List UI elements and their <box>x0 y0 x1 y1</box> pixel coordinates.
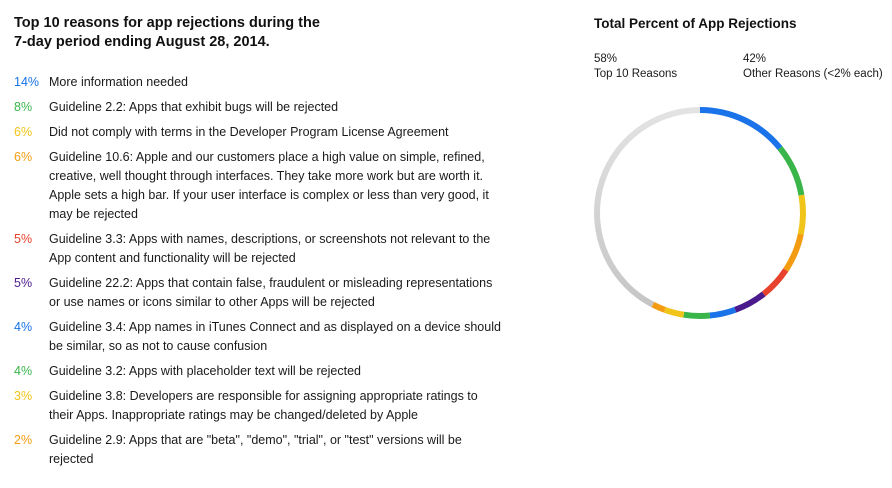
reason-text-line: Did not comply with terms in the Develop… <box>49 125 449 139</box>
reason-text: More information needed <box>49 73 534 92</box>
donut-slice <box>797 194 806 235</box>
legend-value: 42% <box>743 53 767 65</box>
reason-percent: 2% <box>14 433 33 447</box>
reason-percent: 14% <box>14 75 40 89</box>
donut-slice <box>663 306 685 318</box>
reason-item: 3% Guideline 3.8: Developers are responsi… <box>14 387 534 425</box>
reason-item: 8% Guideline 2.2: Apps that exhibit bugs … <box>14 98 534 117</box>
chart-title: Total Percent of App Rejections <box>594 16 797 31</box>
reason-percent: 4% <box>14 364 33 378</box>
reason-item: 2% Guideline 2.9: Apps that are "beta", "… <box>14 431 534 469</box>
donut-slice <box>761 268 789 297</box>
reason-text-line: App content and functionality will be re… <box>49 251 296 265</box>
reason-text: Guideline 2.9: Apps that are "beta", "de… <box>49 431 534 469</box>
reasons-title: Top 10 reasons for app rejections during… <box>14 14 534 52</box>
reason-text: Guideline 3.4: App names in iTunes Conne… <box>49 318 534 356</box>
reason-text-line: rejected <box>49 452 94 466</box>
chart-legend: 58% Top 10 Reasons 42% Other Reasons (<2… <box>594 52 892 88</box>
reason-text-line: be similar, so as not to cause confusion <box>49 339 268 353</box>
legend-value: 58% <box>594 53 618 65</box>
reasons-list: 14% More information needed 8% Guideline 2.… <box>14 73 534 469</box>
reason-text-line: creative, well thought through interface… <box>49 169 484 183</box>
donut-slice <box>683 311 711 319</box>
reasons-title-line-2: 7-day period ending August 28, 2014. <box>14 34 270 50</box>
reason-percent: 6% <box>14 125 33 139</box>
reason-percent: 4% <box>14 320 33 334</box>
donut-slice <box>734 291 766 313</box>
reason-text-line: Guideline 3.3: Apps with names, descript… <box>49 232 491 246</box>
reason-text-line: Apple sets a high bar. If your user inte… <box>49 188 489 202</box>
reason-text-line: Guideline 22.2: Apps that contain false,… <box>49 276 493 290</box>
legend-label: Other Reasons (<2% each) <box>743 68 883 80</box>
legend-entry-top-10: 58% Top 10 Reasons <box>594 52 677 82</box>
legend-label: Top 10 Reasons <box>594 68 678 80</box>
reason-text: Guideline 22.2: Apps that contain false,… <box>49 274 534 312</box>
reason-item: 6% Guideline 10.6: Apple and our customer… <box>14 148 534 224</box>
donut-slice <box>777 146 805 196</box>
reason-text: Guideline 10.6: Apple and our customers … <box>49 148 534 224</box>
reason-text-line: Guideline 2.9: Apps that are "beta", "de… <box>49 433 462 447</box>
reason-item: 4% Guideline 3.2: Apps with placeholder t… <box>14 362 534 381</box>
reason-text-line: Guideline 3.4: App names in iTunes Conne… <box>49 320 501 334</box>
donut-slice <box>651 301 666 313</box>
donut-slice <box>709 306 737 319</box>
donut-slice <box>594 107 701 308</box>
rejection-reasons-panel: Top 10 reasons for app rejections during… <box>14 14 534 475</box>
reason-text-line: or use names or icons similar to other A… <box>49 295 375 309</box>
reason-percent: 5% <box>14 276 33 290</box>
reason-text-line: Guideline 2.2: Apps that exhibit bugs wi… <box>49 100 339 114</box>
legend-entry-other: 42% Other Reasons (<2% each) <box>743 52 883 82</box>
reason-item: 4% Guideline 3.4: App names in iTunes Con… <box>14 318 534 356</box>
reason-item: 5% Guideline 3.3: Apps with names, descri… <box>14 230 534 268</box>
reason-text: Guideline 3.3: Apps with names, descript… <box>49 230 534 268</box>
reason-text-line: may be rejected <box>49 207 138 221</box>
reason-text: Guideline 3.8: Developers are responsibl… <box>49 387 534 425</box>
reason-text: Did not comply with terms in the Develop… <box>49 123 534 142</box>
donut-chart <box>594 107 806 319</box>
donut-slice <box>699 107 783 150</box>
reason-percent: 3% <box>14 389 33 403</box>
reason-text: Guideline 2.2: Apps that exhibit bugs wi… <box>49 98 534 117</box>
reason-text-line: Guideline 3.8: Developers are responsibl… <box>49 389 478 403</box>
reason-text-line: Guideline 3.2: Apps with placeholder tex… <box>49 364 361 378</box>
reason-percent: 5% <box>14 232 33 246</box>
reason-item: 5% Guideline 22.2: Apps that contain fals… <box>14 274 534 312</box>
reason-text-line: their Apps. Inappropriate ratings may be… <box>49 408 419 422</box>
reason-item: 6% Did not comply with terms in the Devel… <box>14 123 534 142</box>
chart-panel: Total Percent of App Rejections 58% Top … <box>594 14 892 88</box>
reason-text: Guideline 3.2: Apps with placeholder tex… <box>49 362 534 381</box>
reason-text-line: More information needed <box>49 75 188 89</box>
donut-slice <box>783 233 804 272</box>
reasons-title-line-1: Top 10 reasons for app rejections during… <box>14 15 320 31</box>
reason-item: 14% More information needed <box>14 73 534 92</box>
reason-text-line: Guideline 10.6: Apple and our customers … <box>49 150 485 164</box>
reason-percent: 6% <box>14 150 33 164</box>
reason-percent: 8% <box>14 100 33 114</box>
